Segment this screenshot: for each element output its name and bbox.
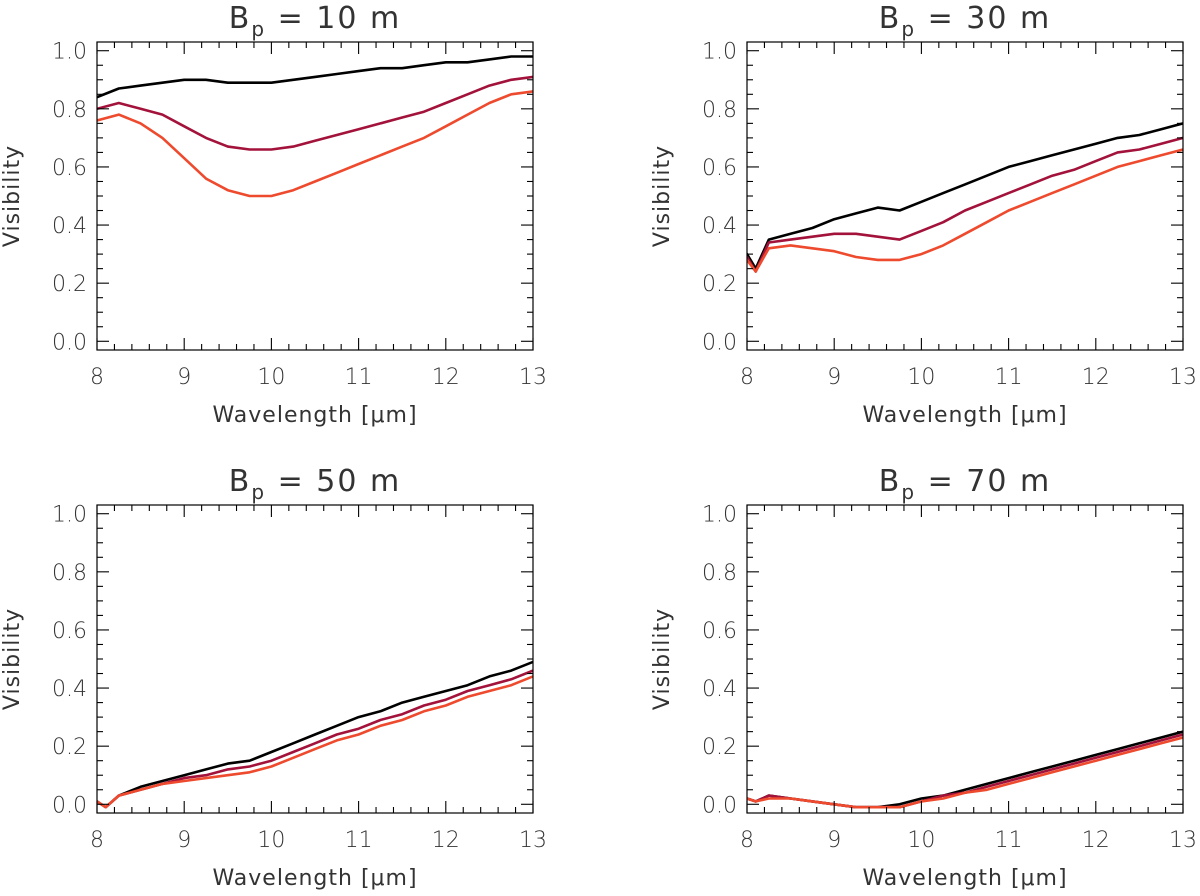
panel-title: Bp = 70 m bbox=[879, 464, 1051, 504]
y-tick-label: 0.4 bbox=[702, 677, 737, 702]
y-tick-label: 0.6 bbox=[52, 619, 87, 644]
x-tick-label: 11 bbox=[345, 828, 373, 853]
chart-panel-4: 8 9 10 11 12 13 0.0 0.2 0.4 0.6 0.8 1.0 Wavelength [… bbox=[650, 464, 1197, 891]
panel-title: Bp = 30 m bbox=[879, 1, 1051, 41]
y-tick-label: 0.6 bbox=[702, 619, 737, 644]
y-tick-label: 0.2 bbox=[702, 272, 737, 297]
x-tick-label: 13 bbox=[519, 828, 547, 853]
series-line-1 bbox=[747, 122, 1183, 270]
y-tick-label: 0.0 bbox=[702, 793, 737, 818]
chart-panel-2: 8 9 10 11 12 13 0.0 0.2 0.4 0.6 0.8 1.0 Wavelength [… bbox=[650, 1, 1197, 428]
x-tick-label: 11 bbox=[345, 365, 373, 390]
y-tick-label: 0.0 bbox=[52, 793, 87, 818]
plot-frame bbox=[746, 504, 1184, 814]
x-tick-label: 13 bbox=[1169, 365, 1197, 390]
y-tick-label: 0.8 bbox=[702, 98, 737, 123]
x-axis-title: Wavelength [μm] bbox=[212, 403, 417, 428]
x-tick-label: 8 bbox=[740, 828, 754, 853]
x-tick-label: 10 bbox=[257, 365, 285, 390]
x-axis-title: Wavelength [μm] bbox=[212, 866, 417, 891]
x-tick-label: 10 bbox=[257, 828, 285, 853]
y-tick-label: 0.0 bbox=[702, 330, 737, 355]
chart-panel-1: 8 9 10 11 12 13 0.0 0.2 0.4 0.6 0.8 1.0 Wavelength [… bbox=[0, 1, 547, 428]
y-tick-label: 0.2 bbox=[52, 735, 87, 760]
x-tick-label: 9 bbox=[177, 365, 191, 390]
x-tick-label: 9 bbox=[827, 828, 841, 853]
x-tick-label: 8 bbox=[90, 365, 104, 390]
y-tick-label: 0.8 bbox=[702, 561, 737, 586]
y-tick-label: 1.0 bbox=[52, 503, 87, 528]
y-tick-label: 1.0 bbox=[702, 40, 737, 65]
series-line-3 bbox=[747, 736, 1183, 809]
x-tick-label: 9 bbox=[827, 365, 841, 390]
plot-frame bbox=[96, 41, 534, 351]
x-tick-label: 13 bbox=[519, 365, 547, 390]
y-tick-label: 0.8 bbox=[52, 98, 87, 123]
x-tick-label: 11 bbox=[995, 365, 1023, 390]
x-tick-label: 10 bbox=[907, 365, 935, 390]
series-line-3 bbox=[97, 675, 533, 809]
x-tick-label: 9 bbox=[177, 828, 191, 853]
y-tick-label: 1.0 bbox=[52, 40, 87, 65]
y-axis-title: Visibility bbox=[0, 608, 25, 710]
panel-title: Bp = 10 m bbox=[229, 1, 401, 41]
series-line-2 bbox=[747, 136, 1183, 273]
x-tick-label: 12 bbox=[1082, 365, 1110, 390]
x-tick-label: 8 bbox=[740, 365, 754, 390]
x-tick-label: 12 bbox=[432, 828, 460, 853]
x-tick-label: 12 bbox=[432, 365, 460, 390]
series-line-1 bbox=[97, 55, 533, 99]
y-tick-label: 0.2 bbox=[52, 272, 87, 297]
y-tick-label: 0.6 bbox=[702, 156, 737, 181]
y-axis-title: Visibility bbox=[650, 145, 675, 247]
x-axis-title: Wavelength [μm] bbox=[862, 403, 1067, 428]
x-tick-label: 8 bbox=[90, 828, 104, 853]
plot-frame bbox=[746, 41, 1184, 351]
y-tick-label: 0.6 bbox=[52, 156, 87, 181]
series-line-2 bbox=[97, 75, 533, 151]
series-line-3 bbox=[747, 148, 1183, 273]
y-tick-label: 1.0 bbox=[702, 503, 737, 528]
x-axis-title: Wavelength [μm] bbox=[862, 866, 1067, 891]
x-tick-label: 11 bbox=[995, 828, 1023, 853]
panel-title: Bp = 50 m bbox=[229, 464, 401, 504]
x-tick-label: 13 bbox=[1169, 828, 1197, 853]
series-line-3 bbox=[97, 90, 533, 198]
series-line-2 bbox=[97, 669, 533, 809]
y-tick-label: 0.0 bbox=[52, 330, 87, 355]
y-axis-title: Visibility bbox=[0, 145, 25, 247]
y-tick-label: 0.4 bbox=[52, 677, 87, 702]
x-tick-label: 10 bbox=[907, 828, 935, 853]
series-line-1 bbox=[747, 730, 1183, 809]
series-line-1 bbox=[97, 660, 533, 809]
y-axis-title: Visibility bbox=[650, 608, 675, 710]
y-tick-label: 0.2 bbox=[702, 735, 737, 760]
y-tick-label: 0.4 bbox=[52, 214, 87, 239]
x-tick-label: 12 bbox=[1082, 828, 1110, 853]
chart-panel-3: 8 9 10 11 12 13 0.0 0.2 0.4 0.6 0.8 1.0 Wavelength [… bbox=[0, 464, 547, 891]
plot-frame bbox=[96, 504, 534, 814]
y-tick-label: 0.4 bbox=[702, 214, 737, 239]
series-line-2 bbox=[747, 733, 1183, 809]
y-tick-label: 0.8 bbox=[52, 561, 87, 586]
